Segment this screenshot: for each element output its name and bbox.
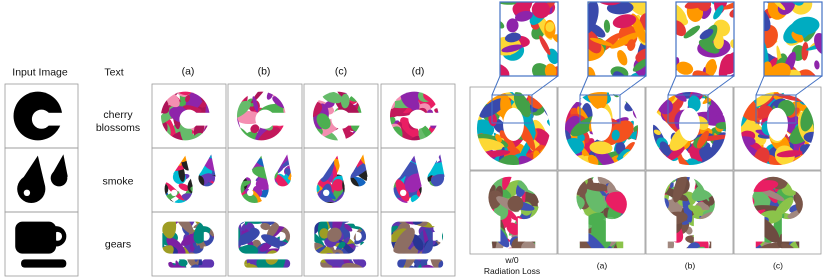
column-label-line: Radiation Loss — [484, 266, 540, 277]
input-image — [5, 148, 78, 212]
input-image — [5, 212, 78, 276]
column-label: (b) — [258, 66, 271, 79]
input-header: Input Image — [12, 67, 67, 80]
row-text-line: cherry — [96, 109, 140, 122]
paint-stroke — [663, 0, 676, 23]
paint-stroke — [710, 0, 719, 1]
row-text: cherry blossoms — [96, 109, 140, 135]
row-text: gears — [105, 239, 131, 252]
column-label-line: w/0 — [484, 255, 540, 266]
paint-stroke — [486, 64, 497, 77]
generated-image — [720, 155, 831, 266]
generated-image — [547, 153, 654, 263]
paint-stroke — [477, 0, 507, 1]
paint-stroke — [650, 67, 658, 77]
paint-stroke — [762, 0, 777, 2]
text-header: Text — [104, 67, 123, 80]
paint-stroke — [366, 185, 374, 194]
column-label: w/0 Radiation Loss — [484, 255, 540, 277]
paint-stroke — [144, 267, 164, 280]
paint-stroke — [736, 72, 748, 83]
column-label: (b) — [685, 261, 695, 272]
row-text-line: blossoms — [96, 122, 140, 135]
column-label: (d) — [412, 66, 425, 79]
column-label: (c) — [335, 66, 347, 79]
input-image — [5, 84, 78, 148]
column-label: (a) — [182, 66, 195, 79]
zoom-image — [477, 0, 576, 88]
column-label: (a) — [597, 261, 607, 272]
figure: Input Image Text (a) (b) (c) (d) cherry … — [0, 0, 831, 280]
paint-stroke — [735, 68, 749, 84]
paint-stroke — [482, 38, 501, 72]
paint-stroke — [648, 27, 658, 38]
column-label: (c) — [773, 261, 783, 272]
row-text: smoke — [103, 176, 134, 189]
